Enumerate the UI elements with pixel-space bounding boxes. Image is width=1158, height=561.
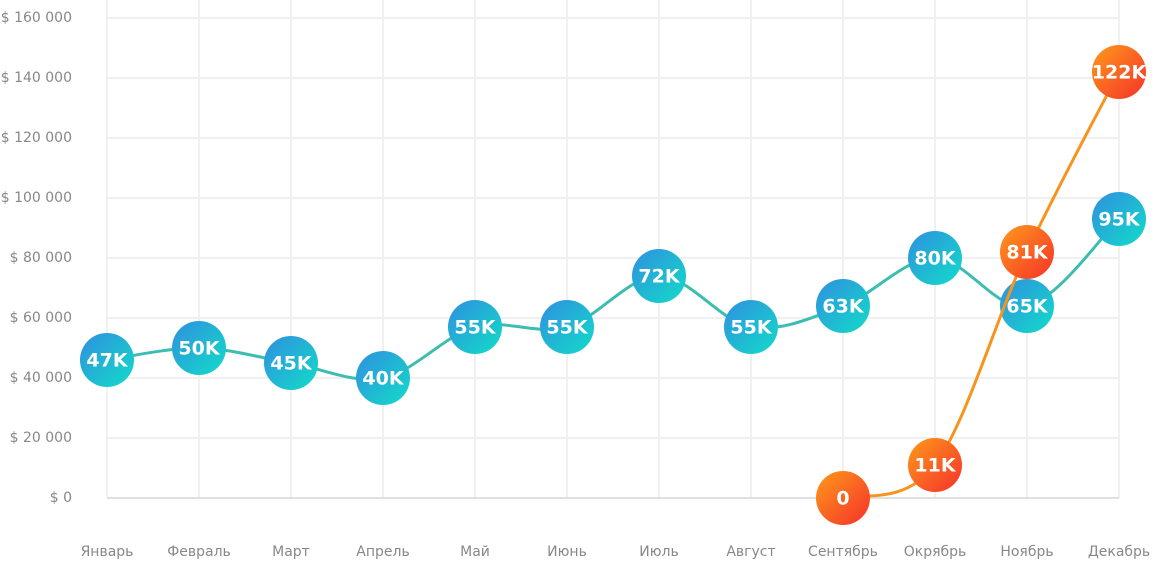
x-tick-label: Ноябрь — [1000, 544, 1053, 560]
point-marker — [264, 336, 318, 390]
point-marker — [908, 231, 962, 285]
point-label: 72K — [638, 266, 680, 288]
x-tick-label: Февраль — [167, 544, 231, 560]
point-marker — [816, 471, 870, 525]
point-marker — [1092, 45, 1146, 99]
series-line — [106, 217, 1121, 381]
y-tick-label: $ 120 000 — [1, 130, 72, 146]
y-tick-label: $ 140 000 — [1, 70, 72, 86]
y-tick-label: $ 60 000 — [10, 310, 72, 326]
point-marker — [1000, 279, 1054, 333]
point-marker — [540, 300, 594, 354]
point-marker — [1092, 192, 1146, 246]
point-marker — [80, 333, 134, 387]
point-label: 0 — [836, 488, 849, 510]
y-tick-label: $ 40 000 — [10, 370, 72, 386]
point-marker — [356, 351, 410, 405]
point-label: 47K — [86, 350, 128, 372]
point-marker — [724, 300, 778, 354]
point-label: 11K — [914, 455, 956, 477]
x-tick-label: Апрель — [356, 544, 409, 560]
point-label: 45K — [270, 353, 312, 375]
point-marker — [816, 279, 870, 333]
y-tick-label: $ 160 000 — [1, 10, 72, 26]
x-tick-label: Сентябрь — [808, 544, 878, 560]
point-marker — [1000, 225, 1054, 279]
point-label: 55K — [730, 317, 772, 339]
x-tick-label: Август — [726, 544, 775, 560]
x-tick-label: Декабрь — [1088, 544, 1150, 560]
x-tick-label: Окрябрь — [904, 544, 967, 560]
point-label: 81K — [1006, 242, 1048, 264]
y-tick-label: $ 20 000 — [10, 430, 72, 446]
point-label: 122K — [1092, 62, 1148, 84]
series-line — [842, 71, 1121, 500]
point-marker — [908, 438, 962, 492]
y-tick-label: $ 100 000 — [1, 190, 72, 206]
point-marker — [632, 249, 686, 303]
point-label: 55K — [546, 317, 588, 339]
point-label: 95K — [1098, 209, 1140, 231]
y-tick-label: $ 80 000 — [10, 250, 72, 266]
point-marker — [448, 300, 502, 354]
point-label: 63K — [822, 296, 864, 318]
point-label: 55K — [454, 317, 496, 339]
x-tick-label: Май — [460, 544, 490, 560]
x-tick-label: Январь — [81, 544, 134, 560]
y-tick-label: $ 0 — [50, 490, 72, 506]
point-marker — [172, 321, 226, 375]
x-tick-label: Июль — [639, 544, 678, 560]
x-tick-label: Июнь — [547, 544, 587, 560]
point-label: 40K — [362, 368, 404, 390]
point-label: 50K — [178, 338, 220, 360]
point-label: 80K — [914, 248, 956, 270]
x-tick-label: Март — [272, 544, 310, 560]
point-label: 65K — [1006, 296, 1048, 318]
